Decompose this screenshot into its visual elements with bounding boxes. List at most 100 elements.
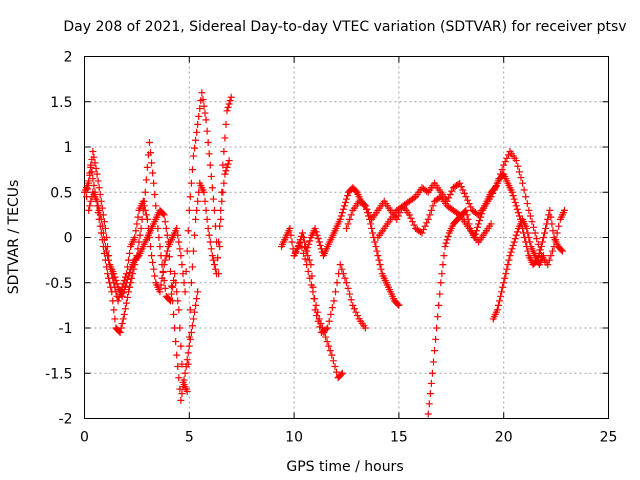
data-point: [159, 210, 167, 218]
data-point: [189, 247, 197, 255]
data-point: [119, 289, 127, 297]
data-point: [105, 274, 113, 282]
data-point: [170, 310, 178, 318]
data-point: [219, 161, 227, 169]
data-point: [537, 243, 545, 251]
x-tick-label: 0: [80, 430, 89, 446]
data-point: [474, 223, 481, 231]
data-point: [186, 306, 194, 314]
data-point: [173, 351, 181, 359]
data-point: [494, 301, 502, 309]
series-s1: [81, 89, 235, 305]
data-point: [433, 324, 441, 332]
data-point: [497, 292, 505, 300]
data-point: [361, 202, 369, 210]
data-point: [105, 256, 113, 264]
data-point: [338, 265, 346, 273]
data-point: [314, 317, 322, 325]
data-point: [187, 179, 195, 187]
data-point: [150, 265, 158, 273]
data-point: [504, 261, 512, 269]
data-point: [213, 270, 221, 278]
data-point: [547, 213, 555, 221]
data-point: [288, 238, 296, 246]
data-point: [330, 297, 338, 305]
data-point: [439, 261, 447, 269]
data-point: [210, 206, 218, 214]
data-point: [156, 243, 164, 251]
data-point: [192, 136, 200, 144]
data-point: [112, 276, 120, 284]
data-point: [548, 220, 556, 228]
data-point: [533, 235, 541, 243]
data-point: [123, 293, 131, 301]
data-point: [225, 157, 233, 165]
data-point: [160, 211, 168, 219]
data-point: [440, 252, 448, 260]
data-point: [508, 188, 516, 196]
x-tick-label: 15: [390, 430, 408, 446]
data-point: [221, 170, 229, 178]
data-point: [501, 274, 509, 282]
data-point: [198, 89, 206, 97]
data-point: [175, 306, 183, 314]
series-s2: [83, 138, 233, 395]
data-point: [312, 228, 320, 236]
data-point: [463, 211, 471, 219]
data-point: [305, 256, 313, 264]
data-point: [300, 234, 308, 241]
data-point: [503, 154, 511, 162]
data-point: [443, 236, 451, 244]
data-point: [328, 304, 336, 312]
data-point: [429, 358, 437, 366]
data-point: [126, 269, 134, 277]
data-point: [101, 243, 109, 251]
y-tick-label: -1: [59, 321, 73, 337]
y-tick-label: -1.5: [45, 366, 72, 382]
data-point: [467, 203, 475, 211]
data-point: [225, 100, 233, 108]
data-point: [109, 297, 117, 305]
data-point: [120, 310, 128, 318]
data-point: [337, 370, 345, 378]
data-point: [418, 229, 426, 237]
data-point: [522, 193, 530, 201]
data-point: [327, 310, 335, 318]
data-point: [210, 261, 218, 269]
data-point: [476, 217, 484, 225]
data-point: [160, 276, 168, 284]
data-point: [323, 338, 331, 346]
data-point: [530, 223, 538, 231]
data-point: [541, 229, 549, 237]
data-point: [121, 305, 129, 313]
data-point: [426, 211, 434, 219]
y-tick-label: 1.5: [50, 95, 72, 111]
data-point: [119, 315, 127, 323]
data-point: [347, 296, 355, 304]
data-point: [424, 410, 432, 418]
data-point: [202, 116, 210, 124]
data-point: [524, 229, 532, 237]
data-point: [347, 211, 355, 219]
data-point: [301, 243, 309, 251]
data-point: [183, 387, 191, 395]
data-point: [85, 206, 93, 214]
y-tick-label: 2: [64, 50, 73, 66]
data-point: [132, 227, 140, 235]
series-s9: [489, 215, 548, 323]
data-point: [177, 252, 185, 260]
data-point: [558, 247, 566, 255]
data-point: [125, 288, 133, 296]
data-point: [515, 168, 523, 176]
data-point: [226, 97, 234, 105]
data-point: [162, 224, 170, 232]
data-point: [185, 206, 193, 214]
data-point: [165, 253, 173, 261]
data-point: [528, 218, 536, 226]
data-point: [446, 191, 454, 199]
data-point: [506, 252, 514, 260]
data-point: [448, 187, 456, 195]
data-points: [81, 89, 568, 418]
data-point: [100, 236, 108, 244]
data-point: [426, 390, 434, 398]
